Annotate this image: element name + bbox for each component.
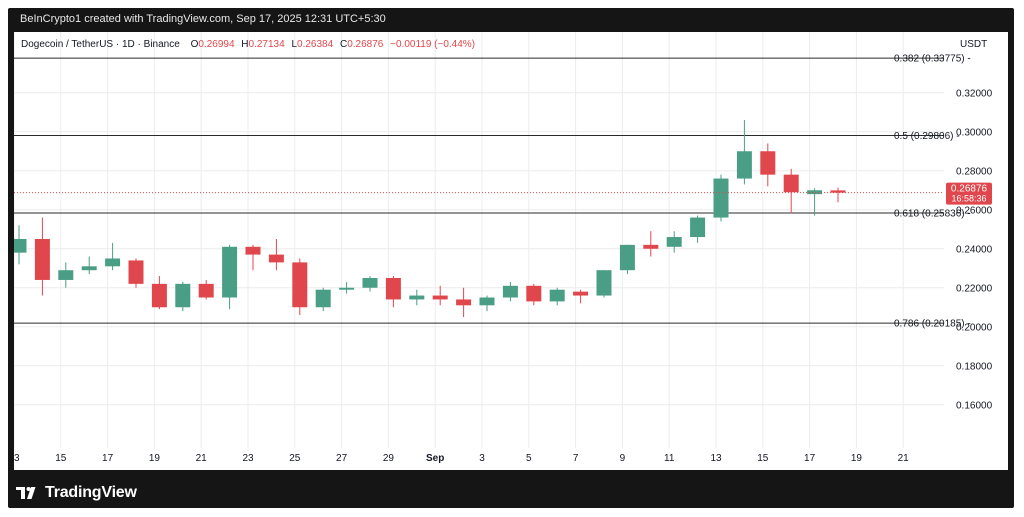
candle-body	[807, 190, 823, 195]
last-price-label: 0.26876	[951, 184, 988, 195]
candles	[14, 120, 846, 317]
brand-name: TradingView	[45, 484, 137, 501]
x-tick-label: 21	[196, 453, 208, 464]
y-tick-label: 0.16000	[956, 400, 993, 411]
open-label: O	[190, 39, 199, 50]
x-tick-label: 7	[573, 453, 579, 464]
candle-body	[58, 270, 74, 280]
candle-body	[34, 239, 50, 280]
chart-frame: BeInCrypto1 created with TradingView.com…	[8, 8, 1014, 508]
candle-body	[222, 246, 238, 298]
x-tick-label: 5	[526, 453, 532, 464]
x-tick-label: Sep	[426, 453, 444, 464]
x-tick-label: 19	[851, 453, 863, 464]
x-tick-label: 9	[620, 453, 626, 464]
x-tick-label: 27	[336, 453, 348, 464]
fib-level-label: 0.618 (0.25836) -	[894, 208, 971, 219]
candle-body	[198, 283, 214, 298]
plot-background	[14, 32, 1008, 470]
y-tick-label: 0.18000	[956, 361, 993, 372]
grid	[14, 32, 944, 448]
chart-area[interactable]: 0.382 (0.33775) - 0.5 (0.29806) - 0.618 (0…	[14, 32, 1008, 470]
candle-body	[409, 295, 425, 300]
candle-body	[783, 174, 799, 193]
candle-body	[175, 283, 191, 308]
currency-label: USDT	[960, 39, 988, 50]
y-tick-label: 0.28000	[956, 166, 993, 177]
y-tick-label: 0.26000	[956, 205, 993, 216]
x-tick-label: 19	[149, 453, 161, 464]
candle-body	[760, 151, 776, 175]
low-label: L	[291, 39, 298, 50]
candle-body	[830, 190, 846, 193]
fib-level-label: 0.5 (0.29806) -	[894, 131, 960, 142]
x-tick-label: 25	[289, 453, 301, 464]
candle-body	[128, 260, 144, 284]
candle-body	[549, 289, 565, 302]
y-tick-label: 0.32000	[956, 88, 993, 99]
fib-level-label: 0.382 (0.33775) -	[894, 54, 971, 65]
candle-body	[596, 270, 612, 296]
fib-level-label: 0.786 (0.20185) -	[894, 319, 971, 330]
candle-body	[105, 258, 121, 267]
close-value: 0.26876	[347, 39, 384, 50]
x-tick-label: 29	[383, 453, 395, 464]
tradingview-logo-icon	[16, 487, 36, 499]
candle-body	[573, 291, 589, 296]
high-value: 0.27134	[248, 39, 285, 50]
x-tick-label: 21	[898, 453, 910, 464]
candle-body	[14, 239, 27, 253]
low-value: 0.26384	[297, 39, 334, 50]
candle-body	[292, 262, 308, 308]
candle-body	[362, 278, 378, 288]
change-value: −0.00119 (−0.44%)	[390, 39, 476, 50]
fibonacci-levels: 0.382 (0.33775) - 0.5 (0.29806) - 0.618 (0…	[14, 54, 971, 330]
candlestick-chart[interactable]: 0.382 (0.33775) - 0.5 (0.29806) - 0.618 (0…	[14, 32, 1008, 470]
candle-body	[736, 151, 752, 179]
candle-body	[526, 285, 542, 302]
countdown-label: 16:58:36	[951, 194, 986, 204]
x-tick-label: 15	[55, 453, 67, 464]
y-tick-label: 0.24000	[956, 244, 993, 255]
candle-body	[315, 289, 331, 308]
symbol-legend: Dogecoin / TetherUS · 1D · Binance O0.26…	[21, 39, 475, 50]
x-tick-label: 3	[479, 453, 485, 464]
candle-body	[245, 246, 261, 255]
y-tick-label: 0.30000	[956, 127, 993, 138]
last-price-box	[946, 182, 992, 205]
footer: TradingView	[8, 478, 1014, 508]
candle-body	[339, 287, 355, 290]
x-tick-label: 15	[757, 453, 769, 464]
candle-body	[619, 244, 635, 271]
x-tick-label: 17	[804, 453, 816, 464]
candle-body	[666, 237, 682, 247]
candle-body	[456, 299, 472, 306]
y-tick-label: 0.22000	[956, 283, 993, 294]
candle-body	[385, 278, 401, 300]
candle-body	[713, 178, 729, 218]
y-tick-label: 0.20000	[956, 322, 993, 333]
x-tick-label: 13	[14, 453, 20, 464]
candle-body	[432, 295, 448, 300]
x-tick-label: 11	[664, 453, 675, 464]
close-label: C	[339, 39, 348, 50]
axes: 0.32000 0.30000 0.28000 0.26000 0.24000 0.220…	[14, 88, 993, 464]
candle-body	[268, 254, 284, 263]
open-value: 0.26994	[198, 39, 235, 50]
x-tick-label: 13	[710, 453, 722, 464]
high-label: H	[241, 39, 249, 50]
candle-body	[690, 217, 706, 238]
attribution-text: BeInCrypto1 created with TradingView.com…	[20, 13, 386, 25]
x-tick-label: 23	[242, 453, 254, 464]
symbol-name[interactable]: Dogecoin / TetherUS · 1D · Binance	[21, 39, 180, 50]
candle-body	[81, 266, 97, 271]
candle-body	[502, 285, 518, 298]
x-tick-label: 17	[102, 453, 114, 464]
candle-body	[479, 297, 495, 306]
candle-body	[643, 244, 659, 249]
candle-body	[151, 283, 167, 308]
